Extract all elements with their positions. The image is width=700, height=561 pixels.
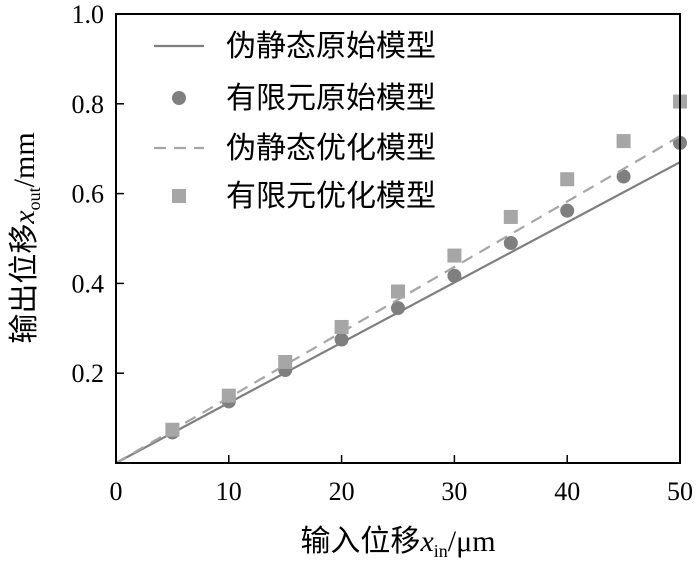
series-4 <box>165 94 687 437</box>
y-tick-label: 0.8 <box>72 90 105 119</box>
data-point <box>278 354 293 369</box>
plot-layer <box>115 94 687 464</box>
y-tick-label: 0.4 <box>72 269 105 298</box>
data-point <box>391 284 405 299</box>
legend-label: 有限元优化模型 <box>226 180 436 213</box>
x-axis-title: 输入位移xin/μm <box>300 525 495 561</box>
data-point <box>221 388 236 403</box>
legend-swatch <box>172 189 186 203</box>
y-tick-label: 1.0 <box>72 0 105 29</box>
x-tick-label: 10 <box>216 477 242 506</box>
legend-label: 伪静态优化模型 <box>226 132 436 165</box>
data-point <box>391 301 405 316</box>
x-tick-label: 0 <box>110 477 123 506</box>
legend-item-4: 有限元优化模型 <box>172 180 436 213</box>
data-point <box>447 248 462 263</box>
x-tick-label: 30 <box>441 477 467 506</box>
legend-label: 有限元原始模型 <box>226 82 436 115</box>
legend-swatch <box>172 91 186 105</box>
data-point <box>334 332 349 347</box>
plot-frame <box>115 13 681 464</box>
x-tick-label: 50 <box>667 477 693 506</box>
data-point <box>165 422 180 437</box>
legend-item-3: 伪静态优化模型 <box>154 132 436 165</box>
ticks-layer: 0 10 20 30 40 50 0.2 0.4 0.6 0.8 1.0 <box>72 0 694 506</box>
legend-item-1: 伪静态原始模型 <box>154 30 436 63</box>
x-tick-label: 40 <box>554 477 580 506</box>
legend-label: 伪静态原始模型 <box>226 30 436 63</box>
x-tick-label: 20 <box>329 477 355 506</box>
data-point <box>334 319 349 334</box>
data-point <box>503 235 518 250</box>
legend-item-2: 有限元原始模型 <box>172 82 436 115</box>
data-point <box>447 268 462 283</box>
series-line-3 <box>115 135 681 464</box>
data-point <box>616 134 631 149</box>
data-point <box>560 172 575 187</box>
y-tick-label: 0.2 <box>72 359 105 388</box>
data-point <box>560 203 575 218</box>
y-axis-title: 输出位移xout/mm <box>8 132 44 343</box>
data-point <box>503 209 518 224</box>
series-3 <box>115 135 681 464</box>
y-tick-label: 0.6 <box>72 180 105 209</box>
data-point <box>616 169 631 184</box>
